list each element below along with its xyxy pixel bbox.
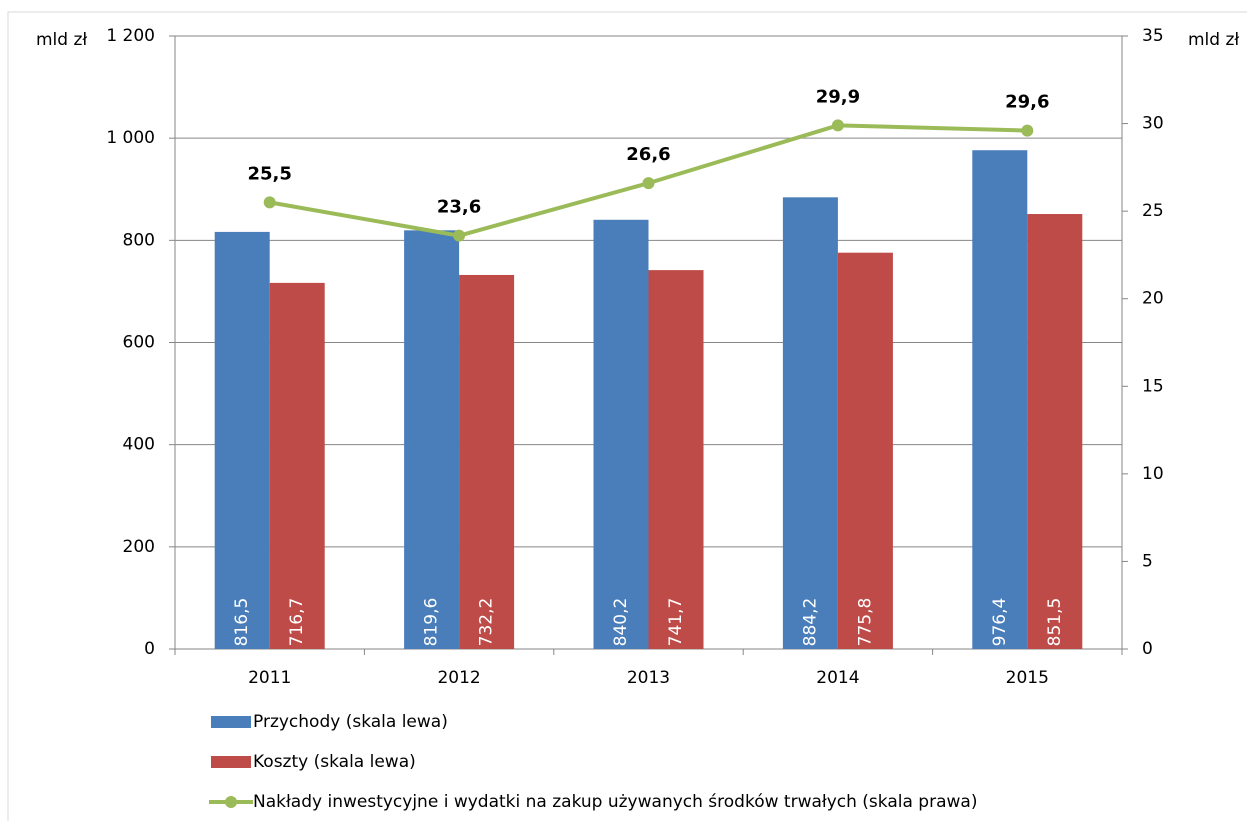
y-tick-label: 0	[144, 639, 155, 659]
bar	[459, 274, 515, 649]
legend-label: Koszty (skala lewa)	[253, 752, 416, 772]
bar	[214, 231, 270, 649]
legend-point	[225, 796, 237, 808]
line-value-label: 29,9	[816, 86, 860, 107]
bar	[837, 252, 893, 649]
y2-tick-label: 15	[1142, 376, 1164, 396]
y-tick-label: 800	[123, 230, 155, 250]
bar-value-label: 819,6	[422, 598, 442, 647]
y2-tick-label: 20	[1142, 289, 1164, 309]
legend-label: Nakłady inwestycyjne i wydatki na zakup …	[253, 792, 977, 812]
line-point	[453, 229, 466, 242]
bar-value-label: 741,7	[666, 598, 686, 647]
bar-value-label: 716,7	[287, 598, 307, 647]
x-tick-label: 2014	[816, 668, 859, 688]
y-axis-unit: mld zł	[36, 30, 87, 50]
y2-tick-label: 0	[1142, 639, 1153, 659]
y2-axis-unit: mld zł	[1188, 30, 1239, 50]
bar-value-label: 775,8	[855, 598, 875, 647]
bar	[593, 219, 649, 649]
y2-tick-label: 5	[1142, 551, 1153, 571]
bar	[648, 270, 704, 649]
line-value-label: 25,5	[247, 163, 291, 184]
y2-tick-label: 10	[1142, 464, 1164, 484]
y-tick-label: 1 000	[106, 128, 155, 148]
y-tick-label: 600	[123, 333, 155, 353]
legend-swatch	[211, 716, 251, 728]
bar	[782, 197, 838, 649]
bar-value-label: 884,2	[800, 598, 820, 647]
y2-tick-label: 25	[1142, 201, 1164, 221]
line-point	[831, 119, 844, 132]
bar-value-label: 732,2	[477, 598, 497, 647]
bar	[269, 282, 325, 649]
line-value-label: 26,6	[626, 144, 670, 165]
bar	[972, 150, 1028, 649]
y-tick-label: 400	[123, 435, 155, 455]
y-tick-label: 200	[123, 537, 155, 557]
y2-tick-label: 30	[1142, 114, 1164, 134]
x-tick-label: 2013	[627, 668, 670, 688]
bar-value-label: 976,4	[990, 598, 1010, 647]
line-value-label: 29,6	[1005, 92, 1049, 113]
line-point	[1021, 124, 1034, 137]
x-tick-label: 2015	[1006, 668, 1049, 688]
y2-tick-label: 35	[1142, 26, 1164, 46]
legend-label: Przychody (skala lewa)	[253, 712, 448, 732]
x-tick-label: 2012	[437, 668, 480, 688]
y-tick-label: 1 200	[106, 26, 155, 46]
line-value-label: 23,6	[437, 197, 481, 218]
bar	[404, 230, 460, 650]
bar-value-label: 816,5	[232, 598, 252, 647]
legend-swatch	[211, 756, 251, 768]
bar-value-label: 851,5	[1045, 598, 1065, 647]
line-point	[263, 196, 276, 209]
bar	[1027, 214, 1083, 649]
bar-value-label: 840,2	[611, 598, 631, 647]
line-point	[642, 177, 655, 190]
frame	[7, 11, 1247, 821]
x-tick-label: 2011	[248, 668, 291, 688]
